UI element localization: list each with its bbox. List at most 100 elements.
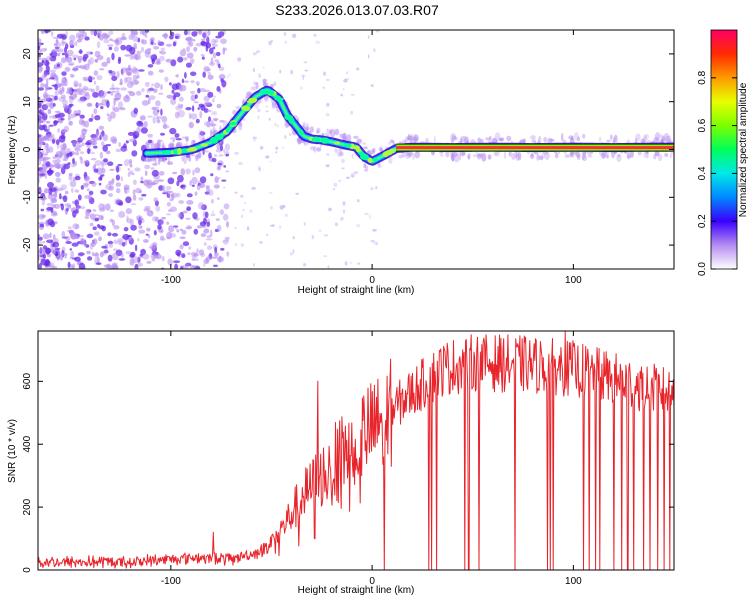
noise-speckle [179, 236, 186, 240]
noise-speckle [170, 31, 175, 37]
noise-speckle [86, 233, 94, 239]
noise-speckle [98, 215, 103, 220]
ridge-halo [503, 151, 507, 160]
noise-speckle [125, 208, 133, 215]
noise-speckle [156, 116, 160, 124]
noise-speckle [94, 50, 101, 58]
noise-speckle [89, 57, 94, 65]
noise-speckle [168, 191, 171, 199]
noise-speckle [45, 259, 50, 266]
noise-speckle [109, 209, 114, 212]
noise-speckle [131, 173, 135, 176]
noise-speckle [60, 118, 65, 121]
noise-speckle [147, 48, 152, 51]
noise-speckle [211, 38, 216, 46]
noise-speckle [350, 110, 354, 115]
noise-speckle [138, 229, 146, 234]
noise-speckle [90, 88, 96, 93]
noise-speckle [70, 250, 75, 259]
noise-speckle [94, 58, 99, 63]
snr-y-axis-label: SNR (10 * v/v) [7, 419, 18, 483]
noise-speckle [259, 241, 263, 244]
noise-speckle [116, 165, 120, 173]
noise-speckle [127, 171, 131, 177]
noise-speckle [49, 77, 55, 80]
noise-speckle [157, 219, 164, 225]
noise-speckle [216, 224, 222, 232]
noise-speckle [107, 161, 114, 166]
noise-speckle [130, 251, 136, 258]
noise-speckle [98, 182, 102, 186]
noise-speckle [134, 68, 138, 71]
noise-speckle [93, 70, 99, 76]
noise-speckle [161, 33, 169, 38]
ridge-halo [452, 135, 457, 139]
ridge-halo [198, 131, 204, 141]
noise-speckle [190, 80, 195, 84]
noise-speckle [167, 258, 173, 266]
ridge-halo [412, 137, 419, 142]
noise-speckle [45, 120, 51, 124]
noise-speckle [58, 96, 66, 102]
noise-speckle [252, 263, 256, 267]
noise-speckle [345, 77, 350, 80]
noise-speckle [160, 235, 165, 240]
noise-speckle [86, 176, 90, 183]
noise-speckle [92, 238, 98, 245]
noise-speckle [206, 234, 211, 239]
noise-speckle [43, 105, 49, 109]
noise-speckle [47, 125, 51, 132]
noise-speckle [208, 152, 212, 159]
noise-speckle [41, 59, 45, 64]
noise-speckle [203, 263, 206, 267]
noise-speckle [70, 164, 76, 168]
noise-speckle [52, 156, 57, 159]
noise-speckle [38, 214, 45, 220]
noise-speckle [290, 252, 293, 256]
noise-speckle [201, 204, 207, 211]
noise-speckle [73, 57, 77, 61]
ridge-halo [577, 136, 581, 142]
ridge-blob [334, 141, 341, 145]
ridge-halo [492, 138, 497, 144]
noise-speckle [199, 176, 207, 184]
noise-speckle [266, 233, 269, 236]
noise-speckle [215, 218, 220, 222]
noise-speckle [87, 148, 91, 155]
noise-speckle [125, 196, 132, 204]
noise-speckle [101, 167, 106, 174]
noise-speckle [83, 160, 89, 164]
ridge-blob [367, 157, 373, 164]
colorbar-tick-label: 0.4 [697, 166, 708, 180]
noise-speckle [172, 41, 177, 47]
ridge-halo [506, 135, 512, 142]
ridge-halo [148, 157, 151, 163]
noise-speckle [206, 109, 212, 113]
noise-speckle [92, 209, 97, 212]
noise-speckle [77, 194, 82, 201]
noise-speckle [84, 142, 91, 146]
noise-speckle [38, 134, 42, 138]
colorbar-label: Normalized spectral amplitude [738, 82, 749, 217]
ridge-halo [657, 154, 663, 162]
noise-speckle [323, 234, 329, 237]
noise-speckle [99, 68, 105, 71]
noise-speckle [71, 242, 79, 247]
noise-speckle [189, 180, 192, 186]
noise-speckle [83, 242, 87, 248]
noise-speckle [87, 256, 93, 261]
noise-speckle [45, 247, 51, 255]
noise-speckle [202, 71, 206, 78]
noise-speckle [144, 170, 148, 176]
noise-speckle [111, 39, 119, 42]
ridge-halo [305, 125, 310, 131]
noise-speckle [203, 258, 210, 265]
noise-speckle [363, 169, 367, 172]
noise-speckle [137, 37, 141, 43]
noise-speckle [55, 77, 59, 85]
noise-speckle [132, 35, 139, 42]
noise-speckle [303, 61, 308, 64]
noise-speckle [316, 131, 319, 133]
noise-speckle [188, 41, 194, 47]
